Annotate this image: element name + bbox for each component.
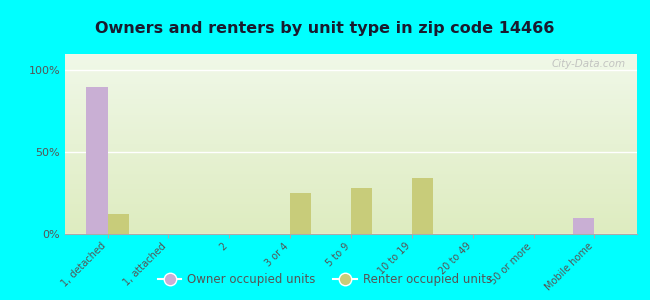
- Bar: [412, 178, 433, 234]
- Bar: [351, 188, 372, 234]
- Bar: [573, 218, 594, 234]
- Bar: [290, 193, 311, 234]
- Text: Owners and renters by unit type in zip code 14466: Owners and renters by unit type in zip c…: [96, 21, 554, 36]
- Text: City-Data.com: City-Data.com: [551, 59, 625, 69]
- Legend: Owner occupied units, Renter occupied units: Owner occupied units, Renter occupied un…: [153, 269, 497, 291]
- Bar: [86, 87, 108, 234]
- Bar: [108, 214, 129, 234]
